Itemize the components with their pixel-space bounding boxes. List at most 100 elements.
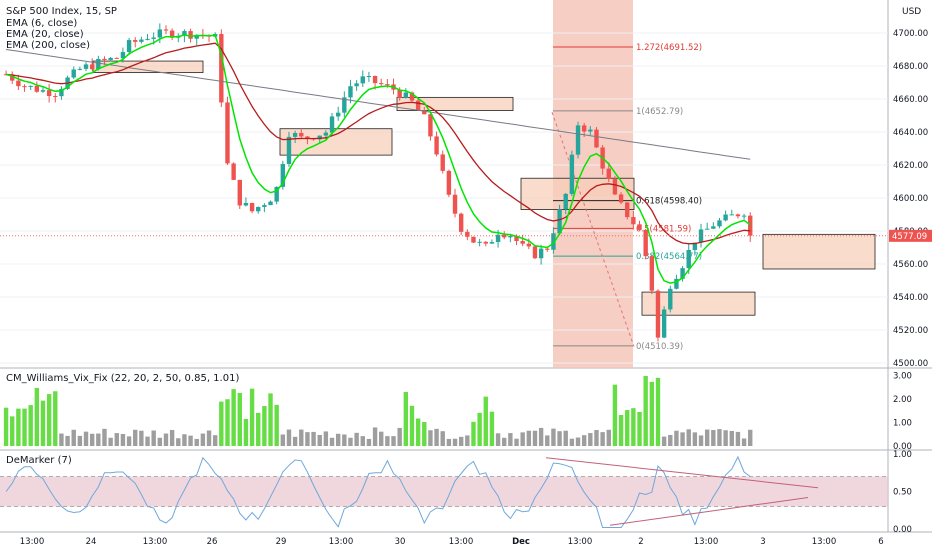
vix-bar <box>661 436 667 446</box>
candle-body <box>77 68 83 70</box>
time-tick-label: 30 <box>395 537 406 547</box>
candle-body <box>249 203 255 212</box>
time-tick-label: 13:00 <box>449 537 474 547</box>
candle-body <box>422 110 427 115</box>
candle-body <box>379 83 384 85</box>
vix-bar <box>145 436 150 446</box>
vix-bar <box>329 437 335 446</box>
candle-body <box>723 214 728 221</box>
candle-body <box>692 242 698 250</box>
vix-bar <box>323 431 329 446</box>
vix-bar <box>311 431 316 446</box>
candle-body <box>557 209 562 234</box>
vix-bar <box>465 435 470 446</box>
candle-body <box>686 249 691 269</box>
vix-bar <box>686 429 691 446</box>
vix-bar <box>698 435 704 446</box>
vix-bar <box>169 430 175 446</box>
vix-bar <box>385 436 390 446</box>
vix-bar <box>729 430 734 446</box>
candle-body <box>348 86 353 98</box>
candle-body <box>329 116 335 133</box>
price-tick-label: 4540.00 <box>893 293 928 303</box>
vix-bar <box>434 428 439 446</box>
vix-bar <box>723 430 728 446</box>
vix-bar <box>409 405 415 446</box>
candle-body <box>89 64 95 70</box>
price-tick-label: 4560.00 <box>893 260 928 270</box>
vix-bar <box>188 435 193 446</box>
candle-body <box>323 132 329 136</box>
candle-body <box>280 163 286 187</box>
vix-bar <box>59 433 64 446</box>
vix-bar <box>428 430 433 446</box>
vix-bar <box>606 429 611 446</box>
candle-body <box>446 170 452 195</box>
vix-bar <box>10 416 15 446</box>
price-tick-label: 4500.00 <box>893 359 928 369</box>
vix-bar <box>292 436 298 446</box>
price-tick-label: 4680.00 <box>893 62 928 72</box>
vix-bar <box>637 411 642 446</box>
fib-level-label: 0.382(4564.77) <box>636 252 702 262</box>
vix-bar <box>575 437 581 446</box>
candle-body <box>551 233 556 250</box>
vix-bar <box>612 384 618 446</box>
time-tick-label: 6 <box>878 537 883 547</box>
demarker-band <box>0 476 888 507</box>
candle-body <box>483 241 488 244</box>
candle-body <box>643 229 648 257</box>
candle-body <box>299 132 304 137</box>
vix-bar <box>194 438 199 446</box>
candle-body <box>40 90 46 92</box>
vix-bar <box>34 387 40 446</box>
candle-body <box>305 136 310 139</box>
vix-bar <box>532 430 538 446</box>
vix-bar <box>268 393 273 446</box>
vix-bar <box>711 430 716 446</box>
time-tick-label: 29 <box>276 537 287 547</box>
candle-body <box>286 136 292 164</box>
candle-body <box>163 29 169 31</box>
demarker-tick-label: 1.00 <box>893 450 912 460</box>
candle-body <box>545 248 550 250</box>
vix-bar <box>305 432 310 446</box>
candle-body <box>680 268 685 279</box>
vix-bar <box>508 433 513 446</box>
candle-body <box>194 34 199 39</box>
vix-bar <box>422 422 427 446</box>
time-tick-label: 13:00 <box>143 537 168 547</box>
fib-level-label: 1(4652.79) <box>636 107 683 117</box>
vix-bar <box>502 437 507 446</box>
candle-body <box>415 100 421 111</box>
candle-body <box>139 39 144 42</box>
vix-bar <box>354 432 359 446</box>
vix-bar <box>625 410 630 446</box>
candle-body <box>335 112 341 117</box>
vix-bar <box>182 434 187 446</box>
time-tick-label: Dec <box>512 537 530 547</box>
vix-bar <box>249 388 255 446</box>
time-tick-label: 26 <box>207 537 218 547</box>
candle-body <box>649 256 655 291</box>
vix-bar <box>631 408 636 446</box>
vix-bar <box>65 435 70 446</box>
candle-body <box>397 89 402 98</box>
candle-body <box>274 186 279 202</box>
candle-body <box>145 38 150 40</box>
vix-bar <box>108 437 113 446</box>
vix-bar <box>551 428 556 446</box>
time-tick-label: 2 <box>638 537 643 547</box>
candle-body <box>10 74 15 81</box>
candle-body <box>717 220 722 227</box>
vix-bar <box>379 431 384 446</box>
vix-bar <box>440 431 445 446</box>
vix-bar <box>366 438 372 446</box>
time-tick-label: 24 <box>86 537 97 547</box>
candle-body <box>452 194 458 214</box>
vix-bar <box>28 405 33 446</box>
candle-body <box>231 163 236 180</box>
vix-bar <box>643 375 648 446</box>
